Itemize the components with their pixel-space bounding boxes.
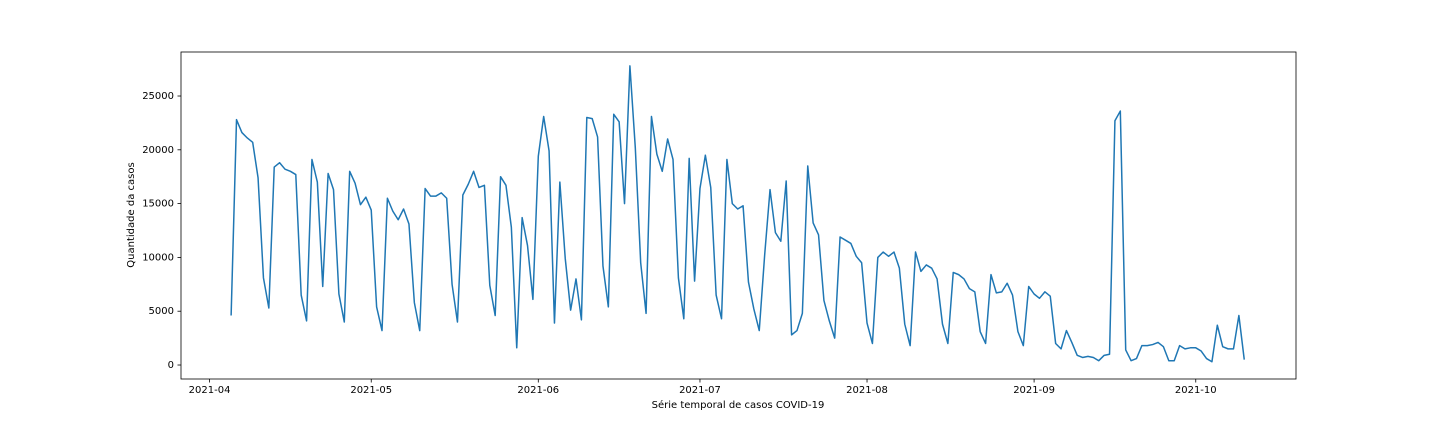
y-tick-label: 15000: [142, 199, 174, 210]
y-tick-label: 5000: [149, 306, 174, 317]
y-tick-label: 25000: [142, 91, 174, 102]
x-tick-label: 2021-08: [846, 385, 888, 396]
y-tick-label: 20000: [142, 145, 174, 156]
y-tick-label: 0: [168, 360, 174, 371]
x-tick-label: 2021-10: [1175, 385, 1217, 396]
x-tick-label: 2021-04: [189, 385, 231, 396]
data-line: [230, 65, 1246, 363]
y-tick-label: 10000: [142, 252, 174, 263]
x-tick-label: 2021-05: [350, 385, 392, 396]
plot-frame: [180, 51, 1297, 380]
x-tick-label: 2021-09: [1013, 385, 1055, 396]
y-axis-label: Quantidade da casos: [126, 162, 137, 267]
x-axis-label: Série temporal de casos COVID-19: [652, 399, 825, 411]
x-tick-label: 2021-07: [679, 385, 721, 396]
x-tick-label: 2021-06: [517, 385, 559, 396]
